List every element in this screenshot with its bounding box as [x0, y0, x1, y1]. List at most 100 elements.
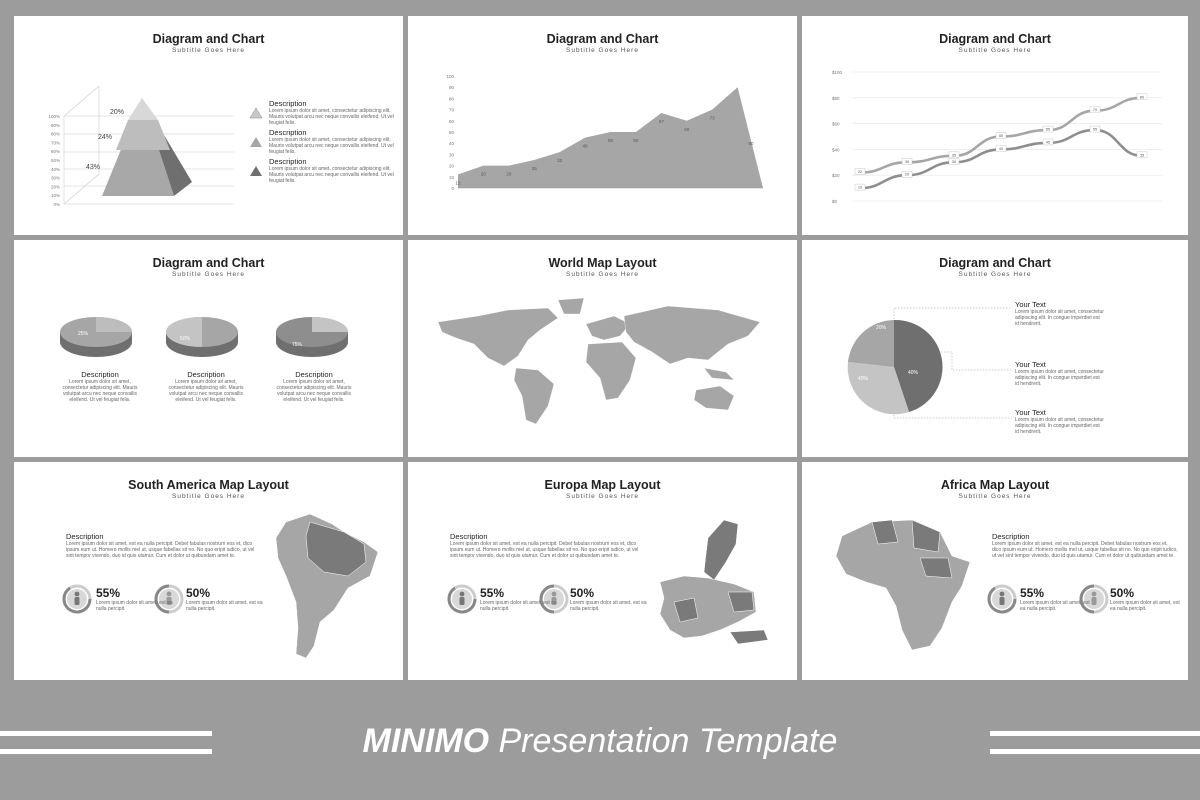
data-point: [901, 170, 913, 178]
person-icon: [166, 591, 172, 597]
data-point: [1042, 125, 1054, 133]
axis-tick-label: 10%: [51, 193, 60, 198]
stat-item: 50% Lorem ipsum dolor sit amet, est ea nu…: [570, 586, 647, 612]
y-tick-label: 60: [449, 119, 455, 124]
slide-europa[interactable]: Europa Map Layout Subtitle Goes Here Des…: [408, 462, 797, 680]
data-label: 12: [455, 181, 461, 186]
data-point: [995, 145, 1007, 152]
greenland-shape: [557, 297, 585, 315]
europe-shape: [585, 315, 631, 341]
europe-map: [659, 519, 769, 645]
slide-title: Europa Map Layout: [544, 478, 661, 492]
person-icon: [74, 591, 80, 597]
data-point: [948, 151, 960, 159]
pyramid-top: [128, 98, 158, 120]
person-icon: [999, 591, 1005, 597]
person-icon: [459, 591, 465, 597]
pie-75: 75%: [276, 317, 348, 357]
axis-tick-label: 40%: [51, 167, 60, 172]
data-label: 30: [952, 160, 956, 164]
axis-tick-label: 100%: [48, 114, 60, 119]
pie-label: 25%: [78, 331, 89, 337]
pie-label: 40%: [858, 376, 869, 382]
slide-title: Diagram and Chart: [152, 256, 265, 270]
indonesia-shape: [703, 367, 735, 381]
y-tick-label: 80: [449, 96, 455, 101]
slide-pyramid[interactable]: Diagram and Chart Subtitle Goes Here 100…: [14, 16, 403, 235]
y-tick-label: 70: [449, 108, 455, 113]
pie-group: 25% 50% 75%: [60, 317, 348, 357]
pyramid-label-mid: 24%: [98, 134, 112, 141]
footer-title: MINIMO Presentation Template: [0, 722, 1200, 761]
pie-desc: Description Lorem ipsum dolor sit amet, c…: [276, 370, 352, 403]
pie-desc: Description Lorem ipsum dolor sit amet, c…: [168, 370, 244, 403]
footer-bar-right: [990, 749, 1200, 754]
world-map: [437, 297, 761, 425]
legend-item: Description Lorem ipsum dolor sit amet, c…: [269, 99, 394, 126]
data-point: [1136, 93, 1148, 101]
slide-south-america[interactable]: South America Map Layout Subtitle Goes H…: [14, 462, 403, 680]
triangle-icon: [250, 166, 262, 176]
slide-line-chart[interactable]: Diagram and Chart Subtitle Goes Here $0 $…: [802, 16, 1188, 235]
data-label: 50: [633, 138, 639, 143]
slide-subtitle: Subtitle Goes Here: [172, 47, 245, 54]
pie-label: 75%: [292, 342, 303, 348]
triangle-icon: [250, 137, 262, 147]
y-tick-label: 20: [449, 164, 455, 169]
north-america-shape: [437, 307, 559, 367]
slide-pie-text[interactable]: Diagram and Chart Subtitle Goes Here 20%…: [802, 240, 1188, 457]
axis-tick-label: 70%: [51, 140, 60, 145]
pyramid-label-bottom: 43%: [86, 164, 100, 171]
slide-title: Diagram and Chart: [546, 32, 659, 46]
data-point: [1089, 106, 1101, 113]
data-label: 45: [583, 144, 589, 149]
data-label: 60: [684, 127, 690, 132]
pie-slice: [847, 362, 909, 415]
text-item: Your Text Lorem ipsum dolor sit amet, con…: [1015, 300, 1104, 327]
y-tick-label: 30: [449, 152, 455, 157]
slide-subtitle: Subtitle Goes Here: [566, 493, 639, 500]
pie-label: 20%: [876, 325, 887, 331]
footer-rest: Presentation Template: [489, 722, 838, 760]
slide-title: World Map Layout: [548, 256, 657, 270]
y-tick-label: 40: [449, 141, 455, 146]
south-america-shape: [513, 367, 555, 425]
data-label: 25: [532, 166, 538, 171]
data-label: 50: [999, 134, 1003, 138]
text-item: Your Text Lorem ipsum dolor sit amet, con…: [1015, 360, 1104, 387]
slide-africa[interactable]: Africa Map Layout Subtitle Goes Here Des…: [802, 462, 1188, 680]
pie-desc: Description Lorem ipsum dolor sit amet, c…: [62, 370, 138, 403]
data-label: 20: [506, 172, 512, 177]
stat-item: 55% Lorem ipsum dolor sit amet, est ea nu…: [96, 586, 173, 612]
data-label: 60: [748, 141, 754, 146]
slide-pies[interactable]: Diagram and Chart Subtitle Goes Here 25%…: [14, 240, 403, 457]
asia-shape: [623, 305, 761, 365]
axis-tick-label: 20%: [51, 184, 60, 189]
data-label: 55: [1093, 128, 1097, 132]
data-label: 67: [659, 119, 665, 124]
pyramid-label-top: 20%: [110, 109, 124, 116]
pie-chart: 20% 40% 40%: [847, 307, 1012, 419]
slide-title: Africa Map Layout: [940, 478, 1050, 492]
africa-map: [835, 519, 971, 651]
slide-area-chart[interactable]: Diagram and Chart Subtitle Goes Here 0 10…: [408, 16, 797, 235]
stat-item: 50% Lorem ipsum dolor sit amet, est ea nu…: [1110, 586, 1180, 612]
axis-tick-label: 90%: [51, 123, 60, 128]
slide-subtitle: Subtitle Goes Here: [172, 271, 245, 278]
footer-bar-left: [0, 731, 212, 736]
text-item: Your Text Lorem ipsum dolor sit amet, con…: [1015, 408, 1104, 435]
y-tick-label: $40: [832, 147, 840, 152]
pyramid-chart: 100% 90% 80% 70% 60% 50% 40% 30% 20% 10% 0% 20% 24…: [48, 85, 263, 207]
slide-subtitle: Subtitle Goes Here: [172, 493, 245, 500]
data-point: [854, 168, 866, 175]
data-label: 10: [858, 186, 862, 190]
data-label: 80: [1140, 95, 1144, 99]
slide-title: Diagram and Chart: [939, 32, 1051, 46]
axis-tick-label: 50%: [51, 158, 60, 163]
slide-world-map[interactable]: World Map Layout Subtitle Goes Here: [408, 240, 797, 457]
data-point: [995, 132, 1007, 139]
y-tick-label: 50: [449, 130, 455, 135]
axis-tick-label: 80%: [51, 132, 60, 137]
description-block: Description Lorem ipsum dolor sit amet, …: [66, 532, 255, 559]
axis-tick-label: 30%: [51, 176, 60, 181]
